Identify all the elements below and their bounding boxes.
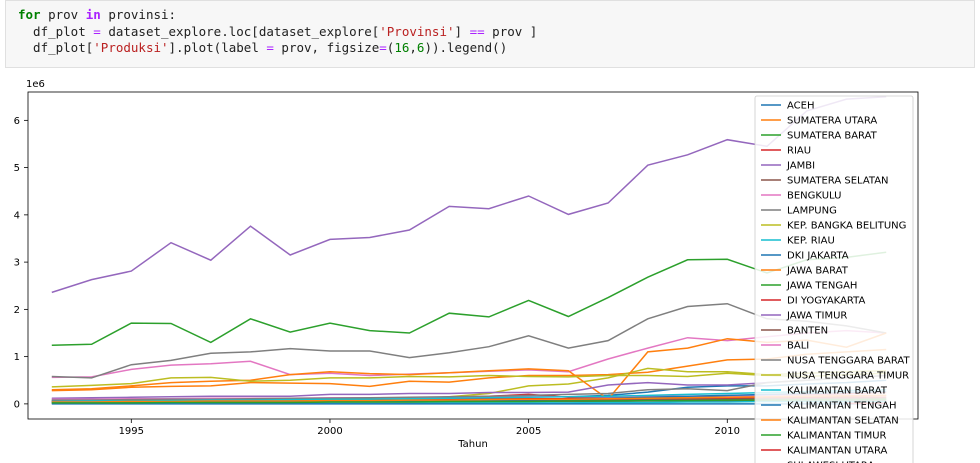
code-token: 'Provinsi' xyxy=(379,23,455,39)
legend-label: NUSA TENGGARA BARAT xyxy=(787,356,910,367)
code-token: 6 xyxy=(416,40,425,55)
series-line xyxy=(51,398,887,404)
legend-label: LAMPUNG xyxy=(787,206,837,217)
code-token: prov ] xyxy=(484,23,538,39)
series-line xyxy=(51,394,887,403)
y-tick-label: 6 xyxy=(14,116,20,127)
x-tick-label: 2000 xyxy=(317,426,342,437)
code-token: )).legend() xyxy=(424,40,508,55)
series-lines xyxy=(51,95,887,405)
series-line xyxy=(51,302,887,379)
series-line xyxy=(51,332,887,401)
legend-label: BALI xyxy=(787,341,809,352)
y-tick-label: 3 xyxy=(14,258,20,269)
code-token: prov, figsize xyxy=(273,40,380,55)
y-offset-label: 1e6 xyxy=(26,79,45,90)
code-token: prov xyxy=(40,7,86,22)
legend-label: SUMATERA BARAT xyxy=(787,131,878,142)
axes: 1995 2000 2005 2010 0 1 2 3 4 5 6 xyxy=(14,116,740,437)
legend-box xyxy=(754,95,914,463)
legend-label: KEP. BANGKA BELITUNG xyxy=(787,221,906,232)
legend-label: KALIMANTAN BARAT xyxy=(787,386,888,397)
legend-label: JAMBI xyxy=(786,161,815,172)
legend: ACEH SUMATERA UTARA SUMATERA BARAT RIAU JAMB… xyxy=(754,95,914,463)
x-tick-label: 2010 xyxy=(715,426,740,437)
series-line xyxy=(51,374,887,399)
x-axis-label: Tahun xyxy=(457,439,488,450)
legend-label: JAWA BARAT xyxy=(786,266,849,277)
code-token: = xyxy=(266,40,274,55)
code-editor[interactable]: for prov in provinsi: df_plot = dataset_… xyxy=(18,7,537,57)
code-token: provinsi: xyxy=(100,7,177,22)
code-token: = xyxy=(93,23,101,39)
legend-label: KALIMANTAN TIMUR xyxy=(787,431,887,442)
output-area: 1995 2000 2005 2010 0 1 2 3 4 5 6 1e6 Tahun ACEH SU… xyxy=(0,68,980,463)
legend-label: DI YOGYAKARTA xyxy=(787,296,865,307)
legend-label: BENGKULU xyxy=(787,191,841,202)
code-token: == xyxy=(469,23,485,39)
legend-label: KALIMANTAN TENGAH xyxy=(787,401,897,412)
code-token: ].plot(label xyxy=(168,40,267,55)
code-token: ] xyxy=(454,23,470,39)
code-token: in xyxy=(85,7,101,22)
y-tick-label: 1 xyxy=(14,352,20,363)
legend-label: JAWA TIMUR xyxy=(786,311,847,322)
code-token: df_plot[ xyxy=(18,40,94,55)
legend-label: SULAWESI UTARA xyxy=(787,461,874,463)
code-token: = xyxy=(379,40,387,55)
legend-label: KALIMANTAN UTARA xyxy=(787,446,888,457)
legend-label: SUMATERA UTARA xyxy=(787,116,877,127)
legend-label: BANTEN xyxy=(787,326,828,337)
y-tick-label: 0 xyxy=(14,399,20,410)
y-tick-label: 2 xyxy=(14,305,20,316)
code-token: dataset_explore.loc[dataset_explore[ xyxy=(100,23,380,39)
code-line: df_plot = dataset_explore.loc[dataset_ex… xyxy=(18,24,537,41)
series-line xyxy=(51,372,887,388)
y-tick-label: 4 xyxy=(14,210,20,221)
legend-label: DKI JAKARTA xyxy=(787,251,849,262)
legend-label: KALIMANTAN SELATAN xyxy=(787,416,899,427)
series-line xyxy=(51,348,887,392)
code-token: for xyxy=(18,7,41,22)
series-line xyxy=(51,95,887,294)
legend-label: SUMATERA SELATAN xyxy=(787,176,889,187)
code-line: for prov in provinsi: xyxy=(18,7,537,24)
y-tick-label: 5 xyxy=(14,163,20,174)
code-token: ( xyxy=(386,40,395,55)
code-token: 16 xyxy=(394,40,410,55)
legend-label: JAWA TENGAH xyxy=(786,281,857,292)
legend-label: RIAU xyxy=(787,146,811,157)
line-chart: 1995 2000 2005 2010 0 1 2 3 4 5 6 1e6 Tahun ACEH SU… xyxy=(14,79,919,463)
series-line xyxy=(51,374,887,401)
code-line: df_plot['Produksi'].plot(label = prov, f… xyxy=(18,40,537,57)
legend-label: NUSA TENGGARA TIMUR xyxy=(787,371,909,382)
code-token: df_plot xyxy=(18,23,94,39)
series-line xyxy=(51,251,887,347)
code-cell[interactable]: for prov in provinsi: df_plot = dataset_… xyxy=(5,0,975,68)
legend-label: ACEH xyxy=(787,101,815,112)
x-tick-label: 2005 xyxy=(516,426,541,437)
series-line xyxy=(51,388,887,403)
code-token: , xyxy=(409,40,417,55)
code-token: 'Produksi' xyxy=(93,40,169,55)
x-tick-label: 1995 xyxy=(119,426,144,437)
legend-label: KEP. RIAU xyxy=(787,236,835,247)
